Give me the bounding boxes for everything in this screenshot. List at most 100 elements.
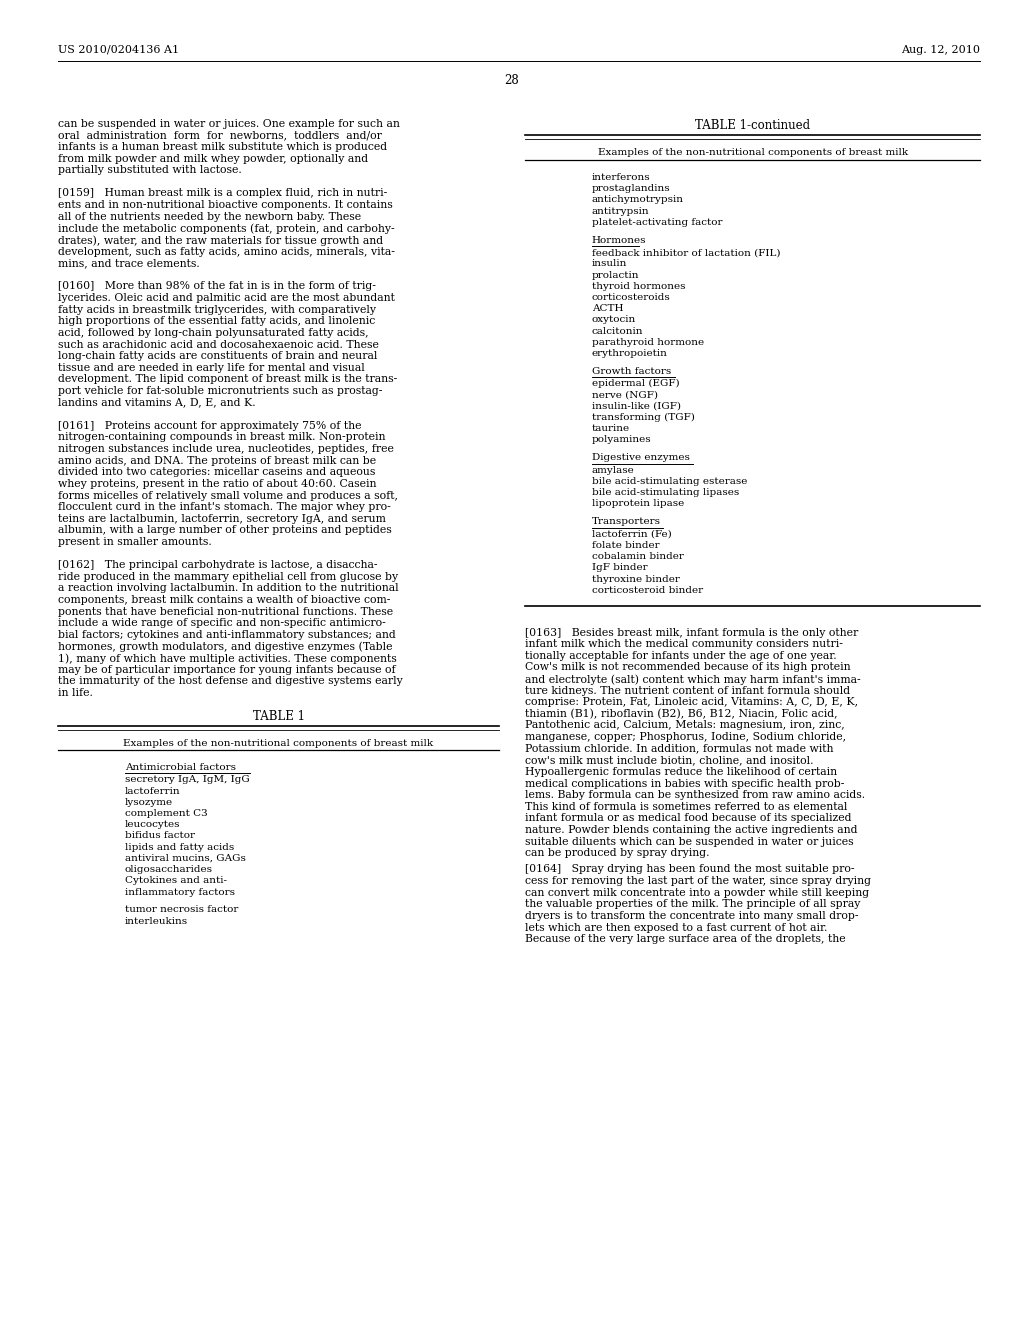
Text: Examples of the non-nutritional components of breast milk: Examples of the non-nutritional componen… [124,739,433,748]
Text: include a wide range of specific and non-specific antimicro-: include a wide range of specific and non… [58,618,386,628]
Text: albumin, with a large number of other proteins and peptides: albumin, with a large number of other pr… [58,525,392,536]
Text: folate binder: folate binder [592,541,659,550]
Text: lipids and fatty acids: lipids and fatty acids [125,842,234,851]
Text: oligosaccharides: oligosaccharides [125,865,213,874]
Text: feedback inhibitor of lactation (FIL): feedback inhibitor of lactation (FIL) [592,248,780,257]
Text: oxytocin: oxytocin [592,315,636,325]
Text: in life.: in life. [58,688,93,698]
Text: port vehicle for fat-soluble micronutrients such as prostag-: port vehicle for fat-soluble micronutrie… [58,385,383,396]
Text: ture kidneys. The nutrient content of infant formula should: ture kidneys. The nutrient content of in… [525,685,851,696]
Text: Antimicrobial factors: Antimicrobial factors [125,763,236,772]
Text: tionally acceptable for infants under the age of one year.: tionally acceptable for infants under th… [525,651,837,661]
Text: mins, and trace elements.: mins, and trace elements. [58,259,200,268]
Text: ents and in non-nutritional bioactive components. It contains: ents and in non-nutritional bioactive co… [58,201,393,210]
Text: epidermal (EGF): epidermal (EGF) [592,379,680,388]
Text: flocculent curd in the infant's stomach. The major whey pro-: flocculent curd in the infant's stomach.… [58,502,391,512]
Text: polyamines: polyamines [592,436,651,445]
Text: infants is a human breast milk substitute which is produced: infants is a human breast milk substitut… [58,143,387,152]
Text: present in smaller amounts.: present in smaller amounts. [58,537,212,546]
Text: prolactin: prolactin [592,271,639,280]
Text: lactoferrin (Fe): lactoferrin (Fe) [592,529,672,539]
Text: from milk powder and milk whey powder, optionally and: from milk powder and milk whey powder, o… [58,153,369,164]
Text: bile acid-stimulating lipases: bile acid-stimulating lipases [592,488,739,498]
Text: Digestive enzymes: Digestive enzymes [592,454,690,462]
Text: interleukins: interleukins [125,916,188,925]
Text: lipoprotein lipase: lipoprotein lipase [592,499,684,508]
Text: [0163]   Besides breast milk, infant formula is the only other: [0163] Besides breast milk, infant formu… [525,627,858,638]
Text: tissue and are needed in early life for mental and visual: tissue and are needed in early life for … [58,363,366,372]
Text: Hypoallergenic formulas reduce the likelihood of certain: Hypoallergenic formulas reduce the likel… [525,767,838,777]
Text: parathyroid hormone: parathyroid hormone [592,338,703,347]
Text: TABLE 1-continued: TABLE 1-continued [695,119,810,132]
Text: 1), many of which have multiple activities. These components: 1), many of which have multiple activiti… [58,653,397,664]
Text: nerve (NGF): nerve (NGF) [592,391,657,400]
Text: such as arachidonic acid and docosahexaenoic acid. These: such as arachidonic acid and docosahexae… [58,339,379,350]
Text: Aug. 12, 2010: Aug. 12, 2010 [901,45,980,55]
Text: Hormones: Hormones [592,236,646,244]
Text: thyroid hormones: thyroid hormones [592,281,685,290]
Text: can be produced by spray drying.: can be produced by spray drying. [525,849,710,858]
Text: amino acids, and DNA. The proteins of breast milk can be: amino acids, and DNA. The proteins of br… [58,455,377,466]
Text: [0162]   The principal carbohydrate is lactose, a disaccha-: [0162] The principal carbohydrate is lac… [58,560,378,570]
Text: Transporters: Transporters [592,517,660,527]
Text: ACTH: ACTH [592,304,624,313]
Text: Cytokines and anti-: Cytokines and anti- [125,876,227,886]
Text: a reaction involving lactalbumin. In addition to the nutritional: a reaction involving lactalbumin. In add… [58,583,399,594]
Text: all of the nutrients needed by the newborn baby. These: all of the nutrients needed by the newbo… [58,211,361,222]
Text: can be suspended in water or juices. One example for such an: can be suspended in water or juices. One… [58,119,400,129]
Text: insulin: insulin [592,259,628,268]
Text: nature. Powder blends containing the active ingredients and: nature. Powder blends containing the act… [525,825,858,836]
Text: tumor necrosis factor: tumor necrosis factor [125,906,239,915]
Text: US 2010/0204136 A1: US 2010/0204136 A1 [58,45,179,55]
Text: leucocytes: leucocytes [125,820,180,829]
Text: infant formula or as medical food because of its specialized: infant formula or as medical food becaus… [525,813,852,824]
Text: ponents that have beneficial non-nutritional functions. These: ponents that have beneficial non-nutriti… [58,607,393,616]
Text: landins and vitamins A, D, E, and K.: landins and vitamins A, D, E, and K. [58,397,256,408]
Text: oral  administration  form  for  newborns,  toddlers  and/or: oral administration form for newborns, t… [58,131,382,140]
Text: hormones, growth modulators, and digestive enzymes (Table: hormones, growth modulators, and digesti… [58,642,393,652]
Text: medical complications in babies with specific health prob-: medical complications in babies with spe… [525,779,845,788]
Text: taurine: taurine [592,424,630,433]
Text: Examples of the non-nutritional components of breast milk: Examples of the non-nutritional componen… [598,148,907,157]
Text: corticosteroids: corticosteroids [592,293,671,302]
Text: lactoferrin: lactoferrin [125,787,180,796]
Text: Because of the very large surface area of the droplets, the: Because of the very large surface area o… [525,935,846,944]
Text: [0161]   Proteins account for approximately 75% of the: [0161] Proteins account for approximatel… [58,421,361,430]
Text: bifidus factor: bifidus factor [125,832,195,841]
Text: calcitonin: calcitonin [592,326,643,335]
Text: amylase: amylase [592,466,635,475]
Text: high proportions of the essential fatty acids, and linolenic: high proportions of the essential fatty … [58,317,376,326]
Text: secretory IgA, IgM, IgG: secretory IgA, IgM, IgG [125,775,250,784]
Text: lets which are then exposed to a fast current of hot air.: lets which are then exposed to a fast cu… [525,923,827,932]
Text: complement C3: complement C3 [125,809,208,818]
Text: cobalamin binder: cobalamin binder [592,552,684,561]
Text: interferons: interferons [592,173,650,182]
Text: platelet-activating factor: platelet-activating factor [592,218,722,227]
Text: cess for removing the last part of the water, since spray drying: cess for removing the last part of the w… [525,876,871,886]
Text: nitrogen-containing compounds in breast milk. Non-protein: nitrogen-containing compounds in breast … [58,433,386,442]
Text: ride produced in the mammary epithelial cell from glucose by: ride produced in the mammary epithelial … [58,572,398,582]
Text: and electrolyte (salt) content which may harm infant's imma-: and electrolyte (salt) content which may… [525,675,861,685]
Text: antiviral mucins, GAGs: antiviral mucins, GAGs [125,854,246,863]
Text: comprise: Protein, Fat, Linoleic acid, Vitamins: A, C, D, E, K,: comprise: Protein, Fat, Linoleic acid, V… [525,697,858,708]
Text: thiamin (B1), riboflavin (B2), B6, B12, Niacin, Folic acid,: thiamin (B1), riboflavin (B2), B6, B12, … [525,709,838,719]
Text: antitrypsin: antitrypsin [592,207,649,215]
Text: infant milk which the medical community considers nutri-: infant milk which the medical community … [525,639,843,649]
Text: acid, followed by long-chain polyunsaturated fatty acids,: acid, followed by long-chain polyunsatur… [58,327,369,338]
Text: Potassium chloride. In addition, formulas not made with: Potassium chloride. In addition, formula… [525,743,834,754]
Text: forms micelles of relatively small volume and produces a soft,: forms micelles of relatively small volum… [58,491,398,500]
Text: [0160]   More than 98% of the fat in is in the form of trig-: [0160] More than 98% of the fat in is in… [58,281,376,292]
Text: fatty acids in breastmilk triglycerides, with comparatively: fatty acids in breastmilk triglycerides,… [58,305,377,314]
Text: lycerides. Oleic acid and palmitic acid are the most abundant: lycerides. Oleic acid and palmitic acid … [58,293,395,304]
Text: antichymotrypsin: antichymotrypsin [592,195,684,205]
Text: divided into two categories: micellar caseins and aqueous: divided into two categories: micellar ca… [58,467,376,478]
Text: inflammatory factors: inflammatory factors [125,887,234,896]
Text: include the metabolic components (fat, protein, and carbohy-: include the metabolic components (fat, p… [58,223,395,234]
Text: may be of particular importance for young infants because of: may be of particular importance for youn… [58,665,396,675]
Text: manganese, copper; Phosphorus, Iodine, Sodium chloride,: manganese, copper; Phosphorus, Iodine, S… [525,733,847,742]
Text: lems. Baby formula can be synthesized from raw amino acids.: lems. Baby formula can be synthesized fr… [525,791,865,800]
Text: transforming (TGF): transforming (TGF) [592,413,694,422]
Text: TABLE 1: TABLE 1 [253,710,304,723]
Text: whey proteins, present in the ratio of about 40:60. Casein: whey proteins, present in the ratio of a… [58,479,377,488]
Text: Cow's milk is not recommended because of its high protein: Cow's milk is not recommended because of… [525,663,851,672]
